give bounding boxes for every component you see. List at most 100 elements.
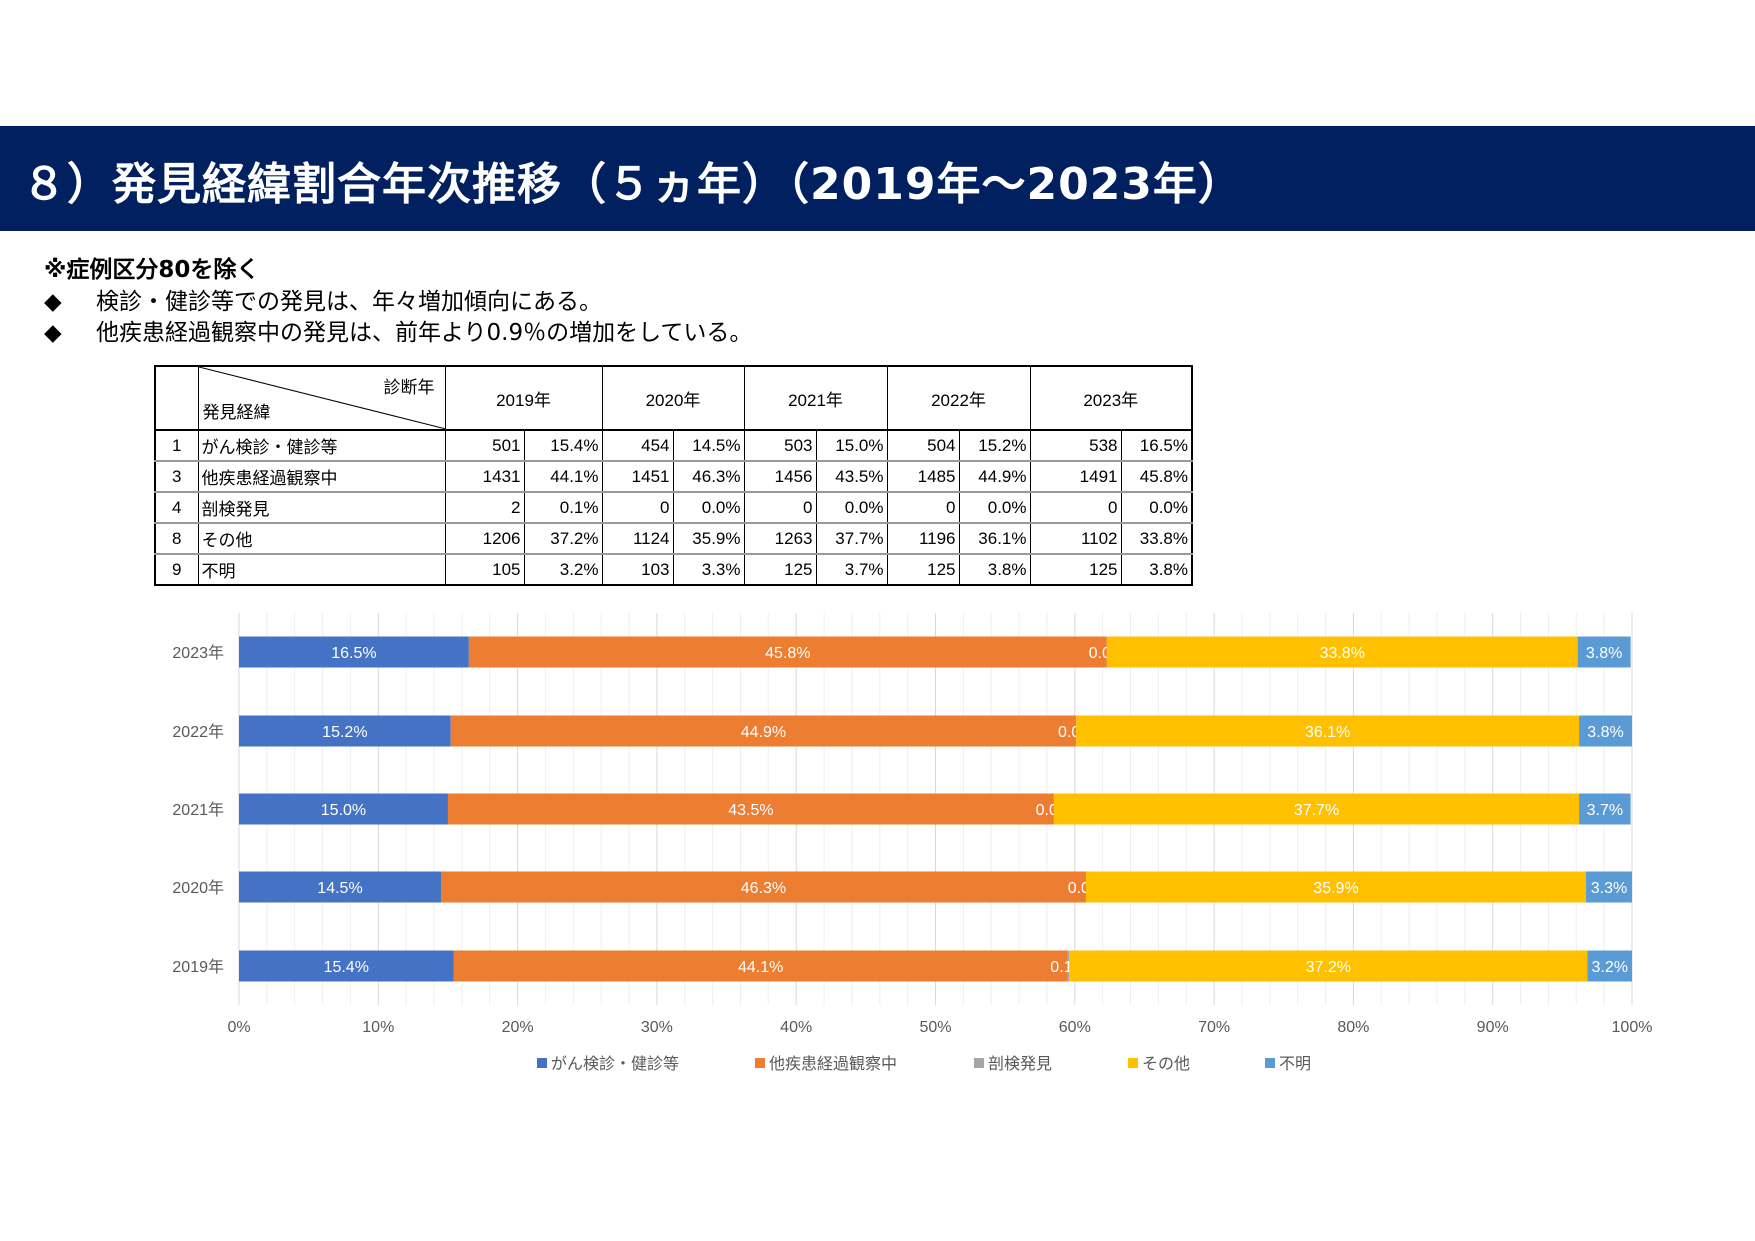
legend-swatch — [755, 1058, 765, 1068]
count-cell: 125 — [886, 553, 960, 586]
y-category-label: 2020年 — [172, 879, 224, 897]
count-cell: 0 — [743, 491, 817, 524]
data-label: 44.9% — [741, 724, 786, 741]
bar-segment — [239, 715, 451, 747]
count-cell: 1102 — [1029, 522, 1122, 555]
count-cell: 0 — [886, 491, 960, 524]
count-cell: 2 — [444, 491, 525, 524]
count-cell: 1196 — [886, 522, 960, 555]
count-cell: 1124 — [601, 522, 674, 555]
row-label: その他 — [197, 522, 446, 555]
bar-segment — [1579, 793, 1631, 825]
year-header: 2021年 — [743, 365, 888, 431]
row-code: 9 — [154, 553, 199, 586]
data-label: 15.2% — [322, 724, 367, 741]
exclusion-note: ※症例区分80を除く — [44, 257, 260, 283]
count-cell: 504 — [886, 429, 960, 462]
percent-cell: 16.5% — [1120, 429, 1193, 462]
percent-cell: 35.9% — [672, 522, 745, 555]
legend-swatch — [974, 1058, 984, 1068]
legend-label: 不明 — [1279, 1056, 1311, 1073]
x-tick-label: 70% — [1198, 1019, 1230, 1036]
page-title: ８）発見経緯割合年次推移（５ヵ年）（2019年～2023年） — [22, 159, 1243, 210]
percent-cell: 14.5% — [672, 429, 745, 462]
bar-segment — [1586, 871, 1632, 903]
percent-cell: 15.4% — [523, 429, 603, 462]
table-row: 4 剖検発見 2 0.1% 0 0.0% 0 0.0% 0 0.0% 0 0.0% — [154, 491, 1193, 524]
corner-cell: 診断年 発見経緯 — [197, 365, 446, 431]
year-header: 2020年 — [601, 365, 745, 431]
diamond-icon: ◆ — [44, 289, 62, 315]
percent-cell: 15.0% — [815, 429, 888, 462]
percent-cell: 0.0% — [958, 491, 1031, 524]
data-label: 37.7% — [1294, 802, 1339, 819]
percent-cell: 46.3% — [672, 460, 745, 493]
legend-label: 剖検発見 — [988, 1055, 1052, 1073]
diagonal-line — [198, 367, 446, 429]
count-cell: 1431 — [444, 460, 525, 493]
table-row: 1 がん検診・健診等 501 15.4% 454 14.5% 503 15.0% 504 15.2… — [154, 429, 1193, 462]
x-tick-label: 40% — [780, 1019, 812, 1036]
data-label: 45.8% — [765, 645, 810, 662]
bar-segment — [453, 950, 1068, 982]
bar-segment — [440, 871, 1086, 903]
bar-segment — [239, 950, 454, 982]
bar-segment — [1053, 793, 1580, 825]
count-cell: 503 — [743, 429, 817, 462]
bar-segment — [239, 871, 441, 903]
count-cell: 125 — [743, 553, 817, 586]
data-label: 43.5% — [728, 802, 773, 819]
row-label: 他疾患経過観察中 — [197, 460, 446, 493]
count-cell: 1206 — [444, 522, 525, 555]
bar-segment — [450, 715, 1077, 747]
bar-segment — [1076, 715, 1580, 747]
bar-segment — [239, 793, 448, 825]
legend-label: その他 — [1142, 1055, 1190, 1073]
count-cell: 1456 — [743, 460, 817, 493]
count-cell: 0 — [1029, 491, 1122, 524]
bullet-2: ◆ 他疾患経過観察中の発見は、前年より0.9％の増加をしている。 — [44, 320, 753, 346]
bar-segment — [468, 636, 1107, 668]
x-tick-label: 10% — [362, 1019, 394, 1036]
count-cell: 1451 — [601, 460, 674, 493]
percent-cell: 33.8% — [1120, 522, 1193, 555]
percent-cell: 0.0% — [815, 491, 888, 524]
x-tick-label: 50% — [919, 1019, 951, 1036]
year-header: 2019年 — [444, 365, 603, 431]
x-tick-label: 20% — [502, 1019, 534, 1036]
bar-segment — [1587, 950, 1632, 982]
legend-swatch — [537, 1058, 547, 1068]
bar-segment — [447, 793, 1054, 825]
x-tick-label: 90% — [1477, 1019, 1509, 1036]
table-row: 9 不明 105 3.2% 103 3.3% 125 3.7% 125 3.8% 125 3.8% — [154, 553, 1193, 586]
percent-cell: 45.8% — [1120, 460, 1193, 493]
bar-segment — [1106, 636, 1578, 668]
row-code: 4 — [154, 491, 199, 524]
legend-swatch — [1128, 1058, 1138, 1068]
x-tick-label: 100% — [1612, 1019, 1653, 1036]
percent-cell: 36.1% — [958, 522, 1031, 555]
legend-label: がん検診・健診等 — [551, 1055, 679, 1073]
title-band — [0, 126, 1755, 231]
data-label: 46.3% — [741, 880, 786, 897]
bullet-1: ◆ 検診・健診等での発見は、年々増加傾向にある。 — [44, 289, 602, 315]
count-cell: 1263 — [743, 522, 817, 555]
x-tick-label: 0% — [227, 1019, 250, 1036]
percent-cell: 43.5% — [815, 460, 888, 493]
bar-segment — [1085, 871, 1587, 903]
y-category-label: 2021年 — [172, 801, 224, 819]
data-label: 3.7% — [1587, 802, 1623, 819]
x-tick-label: 60% — [1059, 1019, 1091, 1036]
percent-cell: 0.1% — [523, 491, 603, 524]
data-label: 35.9% — [1313, 880, 1358, 897]
y-category-label: 2023年 — [172, 644, 224, 662]
percent-cell: 44.1% — [523, 460, 603, 493]
count-cell: 501 — [444, 429, 525, 462]
bar-segment — [1067, 950, 1070, 982]
percent-cell: 0.0% — [1120, 491, 1193, 524]
table-row: 8 その他 1206 37.2% 1124 35.9% 1263 37.7% 1196 36.1%… — [154, 522, 1193, 555]
x-tick-label: 30% — [641, 1019, 673, 1036]
data-table: 診断年 発見経緯 2019年 2020年 2021年 2022年 2023年 1… — [154, 365, 1193, 586]
percent-cell: 3.2% — [523, 553, 603, 586]
